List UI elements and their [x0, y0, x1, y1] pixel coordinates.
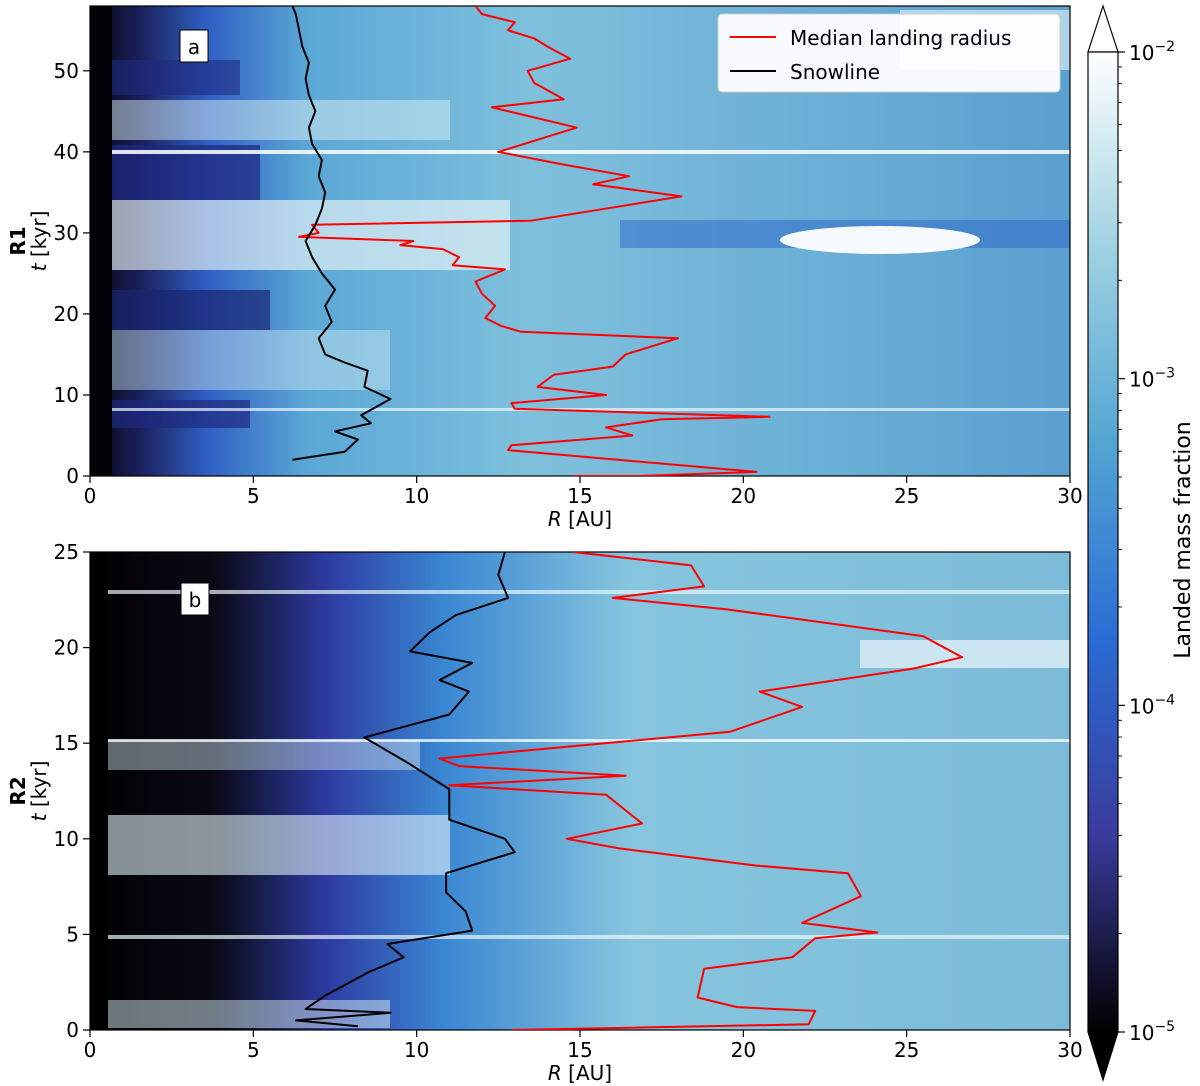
x-tick-label-b: 20	[731, 1038, 756, 1062]
row-label-r1: R1	[6, 226, 30, 255]
y-tick-label-a: 40	[54, 140, 79, 164]
colorbar-extend-top	[1087, 4, 1119, 53]
legend-label-snowline: Snowline	[790, 60, 880, 84]
x-tick-label-a: 5	[247, 484, 260, 508]
heatmap-background-b	[90, 552, 1070, 1030]
x-tick-label-a: 30	[1057, 484, 1082, 508]
colorbar: 10−2 10−3 10−4 10−5 Landed mass fraction	[1087, 4, 1196, 1083]
x-axis-label-b: R [AU]	[548, 1061, 612, 1085]
x-tick-label-a: 20	[731, 484, 756, 508]
colorbar-gradient	[1088, 52, 1118, 1032]
y-axis-title-b: t [kyr]	[27, 761, 51, 822]
y-tick-label-b: 20	[54, 636, 79, 660]
row-label-r2: R2	[6, 776, 30, 805]
panel-label-a-text: a	[188, 35, 200, 59]
snowline-series-b	[294, 552, 516, 1028]
x-tick-label-b: 0	[84, 1038, 97, 1062]
x-tick-label-b: 10	[404, 1038, 429, 1062]
legend-label-median: Median landing radius	[790, 26, 1011, 50]
snowline-series-a	[291, 6, 392, 461]
x-tick-label-a: 25	[894, 484, 919, 508]
y-tick-label-b: 0	[66, 1018, 79, 1042]
y-axis-title-a: t [kyr]	[27, 211, 51, 272]
colorbar-extend-bottom	[1087, 1031, 1119, 1083]
y-tick-label-b: 15	[54, 731, 79, 755]
panel-label-b-text: b	[189, 588, 202, 612]
legend-box	[717, 13, 1061, 93]
x-tick-label-b: 5	[247, 1038, 260, 1062]
y-axis-label-a: R1 t [kyr]	[6, 211, 51, 272]
y-tick-label-a: 10	[54, 383, 79, 407]
x-tick-label-b: 30	[1057, 1038, 1082, 1062]
x-tick-label-b: 25	[894, 1038, 919, 1062]
y-tick-label-a: 30	[54, 221, 79, 245]
y-tick-label-b: 25	[54, 540, 79, 564]
panel-a: 0 5 10 15 20 25 30 0 10 20 30 40 50 a Median landin…	[6, 5, 1083, 531]
x-tick-label-b: 15	[567, 1038, 592, 1062]
heatmap-bands-a	[90, 6, 1070, 476]
x-tick-label-a: 10	[404, 484, 429, 508]
panel-label-b: b	[180, 582, 210, 616]
x-axis-label-a: R [AU]	[548, 507, 612, 531]
x-tick-label-a: 0	[84, 484, 97, 508]
colorbar-label: Landed mass fraction	[1171, 421, 1196, 658]
panel-label-a: a	[179, 29, 209, 63]
panel-b: 0 5 10 15 20 25 30 0 5 10 15 20 25 b R [AU] R2 t [k…	[6, 540, 1083, 1085]
y-tick-label-a: 20	[54, 302, 79, 326]
y-tick-label-a: 0	[66, 464, 79, 488]
colorbar-tick-label: 10−5	[1129, 1019, 1175, 1045]
colorbar-tick-label: 10−4	[1129, 692, 1175, 718]
colorbar-tick-label: 10−2	[1129, 39, 1175, 65]
colorbar-tick-label: 10−3	[1129, 366, 1175, 392]
y-tick-label-b: 5	[66, 922, 79, 946]
y-axis-label-b: R2 t [kyr]	[6, 761, 51, 822]
legend: Median landing radius Snowline	[717, 13, 1061, 93]
median-landing-radius-series-a	[298, 6, 771, 476]
x-tick-label-a: 15	[567, 484, 592, 508]
median-landing-radius-series-b	[438, 552, 964, 1030]
heatmap-bands-b	[90, 552, 1070, 1030]
y-tick-label-a: 50	[54, 59, 79, 83]
y-tick-label-b: 10	[54, 827, 79, 851]
colorbar-frame	[1087, 51, 1119, 1033]
